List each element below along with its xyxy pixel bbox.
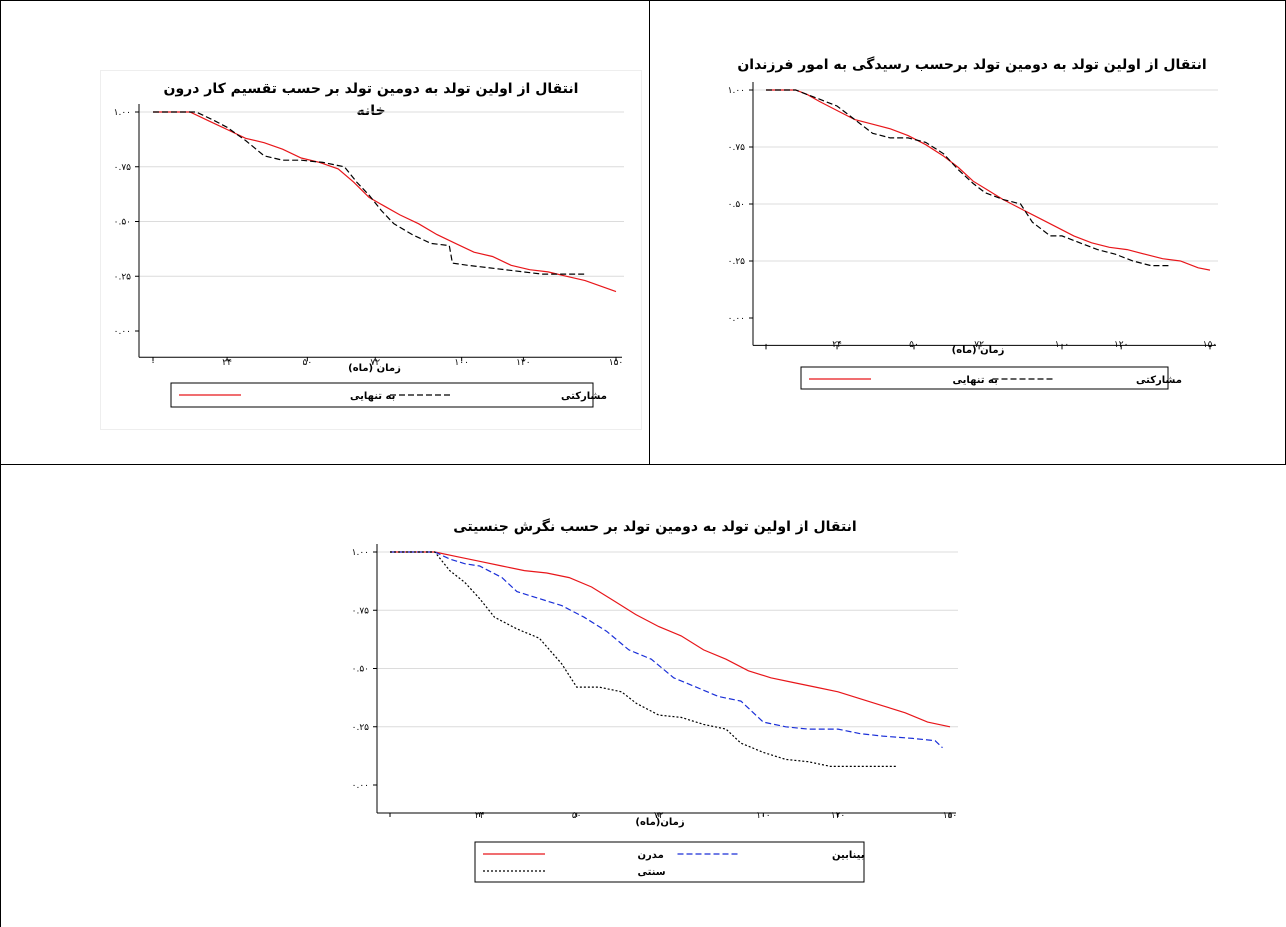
legend-box	[800, 366, 1169, 390]
x-tick-label: ۲۴	[832, 340, 842, 350]
chart-childcare: انتقال از اولین تولد به دومین تولد برحسب…	[728, 56, 1218, 390]
series-line-1	[766, 89, 1169, 267]
x-tick-label: ۵۰	[909, 340, 919, 350]
y-tick-label: ۰.۰۰	[114, 327, 131, 337]
y-tick-label: ۰.۲۵	[352, 723, 370, 733]
x-tick-label: ۵۰	[572, 811, 582, 821]
y-tick-label: ۰.۷۵	[352, 606, 370, 616]
legend-label-2: سنتی	[638, 867, 666, 878]
x-tick-label: ۱۰۰	[454, 358, 469, 368]
legend-label-1: مشارکتی	[561, 391, 607, 402]
series-line-2	[390, 551, 898, 767]
x-tick-label: ۷۲	[370, 358, 380, 368]
chart-title-line: انتقال از اولین تولد به دومین تولد بر حس…	[453, 518, 856, 535]
y-tick-label: ۰.۲۵	[114, 272, 132, 282]
x-axis-label: زمان(ماه)	[635, 817, 684, 828]
x-tick-label: ۵۰	[302, 358, 312, 368]
x-tick-label: ۱۵۰	[943, 811, 958, 821]
x-tick-label: ۱۰۰	[1055, 340, 1070, 350]
y-tick-label: ۱.۰۰	[114, 108, 131, 118]
x-tick-label: ۷۲	[974, 340, 984, 350]
x-axis-label: زمان (ماه)	[348, 363, 401, 374]
x-tick-label: ۲۴	[475, 811, 485, 821]
y-tick-label: ۰.۰۰	[352, 781, 369, 791]
chart-title: انتقال از اولین تولد به دومین تولد بر حس…	[453, 518, 856, 535]
x-tick-label: ۱۲۰	[516, 358, 531, 368]
cell-top-left	[0, 0, 650, 465]
x-tick-label: ۰	[151, 358, 156, 368]
legend-label-0: به تنهایی	[350, 391, 395, 402]
cell-bottom	[0, 464, 1286, 927]
y-tick-label: ۰.۵۰	[114, 218, 131, 228]
chart-title: انتقال از اولین تولد به دومین تولد برحسب…	[737, 56, 1206, 73]
series-line-0	[766, 89, 1211, 271]
chart-title-line: انتقال از اولین تولد به دومین تولد بر حس…	[164, 81, 579, 97]
chart-housework: انتقال از اولین تولد به دومین تولد بر حس…	[114, 81, 624, 408]
y-tick-label: ۰.۵۰	[352, 665, 369, 675]
x-tick-label: ۱۰۰	[756, 811, 771, 821]
y-tick-label: ۱.۰۰	[352, 548, 369, 558]
chart-title-line: انتقال از اولین تولد به دومین تولد برحسب…	[737, 56, 1206, 73]
chart-panel-bottom: انتقال از اولین تولد به دومین تولد بر حس…	[329, 505, 981, 913]
y-tick-label: ۰.۵۰	[728, 200, 745, 210]
x-tick-label: ۲۴	[222, 358, 232, 368]
x-tick-label: ۱۲۰	[831, 811, 846, 821]
series-line-1	[153, 111, 586, 275]
y-tick-label: ۰.۲۵	[728, 257, 746, 267]
y-tick-label: ۰.۷۵	[114, 163, 132, 173]
series-line-1	[390, 551, 943, 749]
y-tick-label: ۱.۰۰	[728, 86, 745, 96]
chart-title-line-2: خانه	[356, 103, 385, 119]
x-tick-label: ۱۵۰	[1203, 340, 1218, 350]
legend-label-1: بینابین	[832, 850, 865, 861]
x-axis-label: زمان (ماه)	[952, 345, 1005, 356]
chart-panel-top-right: انتقال از اولین تولد به دومین تولد برحسب…	[713, 47, 1231, 407]
legend-box	[170, 382, 594, 408]
chart-gender-attitude: انتقال از اولین تولد به دومین تولد بر حس…	[352, 518, 958, 883]
y-tick-label: ۰.۰۰	[728, 314, 745, 324]
series-line-0	[390, 551, 951, 728]
x-tick-label: ۷۲	[654, 811, 664, 821]
legend-label-0: مدرن	[638, 850, 664, 861]
chart-title: انتقال از اولین تولد به دومین تولد بر حس…	[164, 81, 579, 119]
y-tick-label: ۰.۷۵	[728, 143, 746, 153]
legend-label-1: مشارکتی	[1136, 375, 1182, 386]
legend-label-0: به تنهایی	[953, 375, 998, 386]
x-tick-label: ۱۵۰	[609, 358, 624, 368]
series-line-0	[153, 111, 617, 293]
x-tick-label: ۱۲۰	[1114, 340, 1129, 350]
x-tick-label: ۰	[388, 811, 393, 821]
legend-box	[474, 841, 865, 883]
x-tick-label: ۰	[764, 340, 769, 350]
chart-panel-top-left: انتقال از اولین تولد به دومین تولد بر حس…	[100, 70, 642, 430]
